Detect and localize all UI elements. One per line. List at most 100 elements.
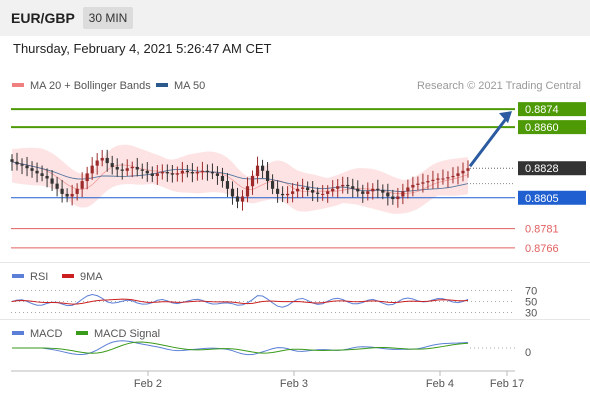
candle-body	[356, 188, 360, 192]
candle-body	[195, 172, 200, 174]
candle-body	[456, 173, 460, 176]
candle-body	[80, 181, 84, 189]
symbol-title: EUR/GBP	[11, 10, 75, 26]
candle-body	[210, 172, 215, 174]
candle-body	[125, 168, 129, 171]
candle-body	[376, 188, 380, 191]
price-label-pivot: 0.8805	[525, 193, 559, 205]
candle-body	[105, 157, 109, 164]
candle-body	[391, 196, 395, 200]
candle-body	[331, 188, 335, 192]
price-label-bg	[518, 120, 586, 135]
candle-body	[280, 193, 285, 196]
candle-body	[431, 179, 435, 182]
candle-body	[326, 191, 330, 194]
legend-macd: MACD	[12, 328, 62, 340]
legend-ma50: MA 50	[156, 80, 205, 92]
rsi-line	[11, 293, 469, 308]
candle-body	[90, 165, 94, 174]
candle-body	[336, 186, 340, 189]
candle-body	[421, 182, 425, 184]
candle-body	[145, 170, 149, 174]
x-tick-label: Feb 17	[490, 378, 524, 390]
candle-body	[220, 175, 225, 182]
rsi-level-label: 30	[525, 308, 537, 320]
candle-body	[65, 193, 69, 197]
candle-body	[95, 160, 99, 166]
legend-ma20-label: MA 20 + Bollinger Bands	[30, 80, 151, 92]
candle-body	[155, 173, 159, 176]
candle-body	[286, 193, 290, 196]
price-label-support: 0.8781	[525, 224, 559, 236]
candle-body	[60, 188, 64, 194]
rsi-level-label: 50	[525, 297, 537, 309]
candle-body	[401, 191, 405, 197]
candle-body	[321, 193, 325, 195]
candle-body	[436, 178, 440, 180]
candle-body	[351, 186, 355, 189]
rsi-ma-swatch	[62, 274, 74, 279]
legend-macd-signal: MACD Signal	[76, 328, 160, 340]
timeframe-button[interactable]: 30 MIN	[83, 7, 133, 29]
candle-body	[30, 168, 34, 171]
candle-body	[40, 173, 44, 176]
candle-body	[100, 157, 104, 161]
legend-macd-signal-label: MACD Signal	[94, 328, 161, 340]
candle-body	[341, 184, 345, 187]
macd-signal-swatch	[76, 331, 88, 336]
separator-rsi	[0, 262, 590, 263]
rsi-level-label: 70	[525, 286, 537, 298]
candle-body	[446, 177, 450, 179]
candle-body	[386, 192, 390, 197]
candle-body	[120, 169, 124, 171]
rsi-swatch	[12, 274, 24, 279]
candle-body	[291, 191, 295, 194]
candle-body	[10, 159, 14, 162]
candle-body	[175, 173, 179, 175]
candle-body	[70, 193, 74, 197]
price-label-bg	[518, 190, 586, 205]
candle-body	[441, 178, 445, 180]
candle-body	[20, 164, 24, 166]
candle-body	[25, 165, 29, 169]
candle-body	[130, 166, 134, 169]
projection-arrow-head	[499, 111, 512, 124]
ma50-swatch	[156, 83, 168, 88]
candle-body	[250, 175, 255, 187]
candle-body	[45, 175, 49, 179]
macd-zero-label: 0	[525, 347, 531, 359]
legend-rsi-ma: 9MA	[62, 271, 103, 283]
candle-body	[381, 190, 385, 193]
candle-body	[240, 196, 245, 202]
candle-body	[426, 181, 430, 183]
candle-body	[150, 173, 154, 176]
macd-line	[12, 340, 469, 356]
x-tick-label: Feb 3	[280, 378, 308, 390]
candle-body	[185, 170, 189, 173]
candle-body	[301, 187, 305, 189]
macd-swatch	[12, 331, 24, 336]
candle-body	[371, 188, 375, 192]
candle-body	[35, 170, 39, 174]
legend-rsi: RSI	[12, 271, 48, 283]
candle-body	[135, 166, 139, 170]
candle-body	[275, 188, 280, 194]
candle-body	[361, 191, 365, 194]
rsi-ma-line	[11, 298, 469, 305]
candle-body	[316, 192, 320, 194]
legend-ma20: MA 20 + Bollinger Bands	[12, 80, 151, 92]
candle-body	[180, 170, 184, 174]
bollinger-band-fill	[12, 144, 468, 214]
legend-rsi-ma-label: 9MA	[80, 271, 103, 283]
datetime-label: Thursday, February 4, 2021 5:26:47 AM CE…	[13, 41, 272, 56]
candle-body	[306, 187, 310, 191]
macd-signal-line	[12, 341, 469, 354]
candle-body	[190, 172, 194, 174]
candle-body	[270, 181, 275, 189]
candle-body	[165, 172, 169, 174]
candle-body	[50, 178, 54, 184]
candle-body	[235, 196, 240, 202]
candle-body	[406, 187, 410, 192]
price-label-resistance: 0.8860	[525, 122, 559, 134]
